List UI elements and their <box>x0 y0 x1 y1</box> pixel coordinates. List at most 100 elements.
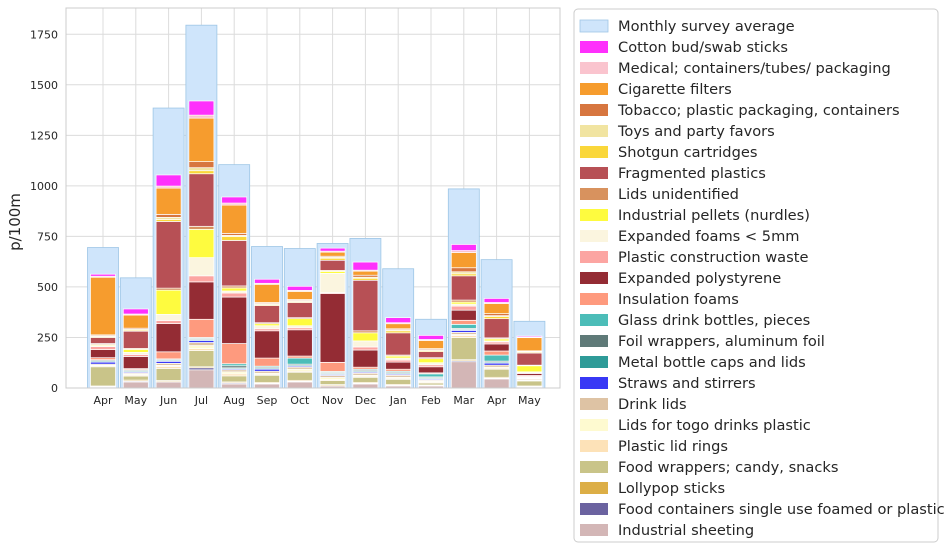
x-tick-label: May <box>124 394 147 407</box>
stacked-segment <box>188 228 215 258</box>
stacked-segment <box>286 357 313 365</box>
stacked-segment <box>188 369 215 389</box>
stacked-segment <box>155 187 182 215</box>
stacked-segment <box>221 236 248 241</box>
stacked-segment <box>254 305 280 324</box>
stacked-segment <box>418 335 444 340</box>
stacked-series <box>90 100 543 389</box>
legend-swatch <box>580 377 608 389</box>
stacked-segment <box>155 368 182 381</box>
stacked-segment <box>352 383 379 389</box>
stacked-segment <box>221 296 248 344</box>
stacked-segment <box>483 368 510 378</box>
stacked-segment <box>221 383 248 389</box>
legend-label: Drink lids <box>618 396 687 413</box>
legend-label: Food containers single use foamed or pla… <box>618 501 944 518</box>
legend-label: Plastic lid rings <box>618 438 728 455</box>
stacked-segment <box>188 281 215 320</box>
stacked-segment <box>516 365 543 373</box>
stacked-segment <box>319 273 346 293</box>
legend-label: Industrial sheeting <box>618 522 754 539</box>
legend-label: Glass drink bottles, pieces <box>618 312 810 329</box>
stacked-segment <box>418 366 444 374</box>
legend-label: Industrial pellets (nurdles) <box>618 207 810 224</box>
legend-swatch <box>580 104 608 116</box>
stacked-segment <box>188 170 215 175</box>
stacked-segment <box>352 261 379 271</box>
stacked-segment <box>122 314 149 329</box>
stacked-segment <box>286 371 313 381</box>
stacked-segment <box>385 361 412 370</box>
y-axis-label: p/100m <box>6 193 24 251</box>
legend-label: Tobacco; plastic packaging, containers <box>617 102 900 119</box>
stacked-segment <box>352 279 379 332</box>
legend-swatch <box>580 146 608 158</box>
stacked-segment <box>450 319 477 325</box>
x-tick-label: Jan <box>389 394 407 407</box>
legend-label: Straws and stirrers <box>618 375 756 392</box>
y-tick-label: 250 <box>37 331 58 344</box>
stacked-segment <box>188 100 215 116</box>
stacked-segment <box>418 373 444 378</box>
y-tick-label: 1500 <box>30 79 58 92</box>
stacked-segment <box>221 343 248 365</box>
x-tick-label: Mar <box>453 394 474 407</box>
stacked-segment <box>221 196 248 204</box>
legend-label: Shotgun cartridges <box>618 144 757 161</box>
stacked-segment <box>516 337 543 352</box>
stacked-segment <box>286 329 313 357</box>
stacked-segment <box>188 318 215 338</box>
legend-swatch <box>580 83 608 95</box>
x-tick-label: Oct <box>290 394 310 407</box>
stacked-segment <box>90 337 116 344</box>
legend-label: Lids for togo drinks plastic <box>618 417 811 434</box>
stacked-segment <box>90 273 116 277</box>
stacked-segment <box>352 376 379 383</box>
y-tick-label: 500 <box>37 281 58 294</box>
stacked-segment <box>122 381 149 389</box>
stacked-segment <box>188 173 215 227</box>
stacked-segment <box>385 332 412 356</box>
stacked-segment <box>188 114 215 119</box>
legend-label: Expanded polystyrene <box>618 270 781 287</box>
x-tick-label: Jun <box>159 394 177 407</box>
legend-label: Food wrappers; candy, snacks <box>618 459 838 476</box>
stacked-segment <box>122 308 149 315</box>
stacked-segment <box>483 303 510 314</box>
stacked-segment <box>286 381 313 389</box>
legend-label: Medical; containers/tubes/ packaging <box>618 60 891 77</box>
stacked-segment <box>385 378 412 385</box>
legend-swatch <box>580 524 608 536</box>
x-tick-label: Dec <box>355 394 376 407</box>
x-axis-ticks: Apr May Jun Jul Aug Sep Oct Nov Dec Jan Feb Mar Apr M… <box>93 394 541 407</box>
stacked-segment <box>450 309 477 321</box>
stacked-segment <box>155 214 182 218</box>
stacked-segment <box>319 247 346 252</box>
stacked-segment <box>90 349 116 359</box>
stacked-segment <box>155 314 182 321</box>
legend-swatch <box>580 482 608 494</box>
plot-frame <box>65 7 561 389</box>
legend-label: Cigarette filters <box>618 81 732 98</box>
stacked-segment <box>155 351 182 360</box>
stacked-segment <box>254 330 280 359</box>
legend-label: Fragmented plastics <box>618 165 766 182</box>
stacked-segment <box>188 345 215 349</box>
stacked-segment <box>188 225 215 230</box>
stacked-segment <box>286 285 313 291</box>
stacked-segment <box>286 291 313 300</box>
y-tick-label: 0 <box>51 382 58 395</box>
stacked-segment <box>450 305 477 311</box>
x-tick-label: Nov <box>322 394 344 407</box>
legend-swatch <box>580 272 608 284</box>
stacked-segment <box>122 356 149 369</box>
legend-swatch <box>580 314 608 326</box>
legend-swatch <box>580 335 608 347</box>
stacked-segment <box>450 267 477 273</box>
stacked-segment <box>319 259 346 271</box>
stacked-segment <box>483 350 510 356</box>
legend-swatch <box>579 19 609 33</box>
y-axis-ticks: 0 250 500 750 1000 1250 1500 1750 <box>30 28 58 395</box>
stacked-segment <box>221 375 248 383</box>
